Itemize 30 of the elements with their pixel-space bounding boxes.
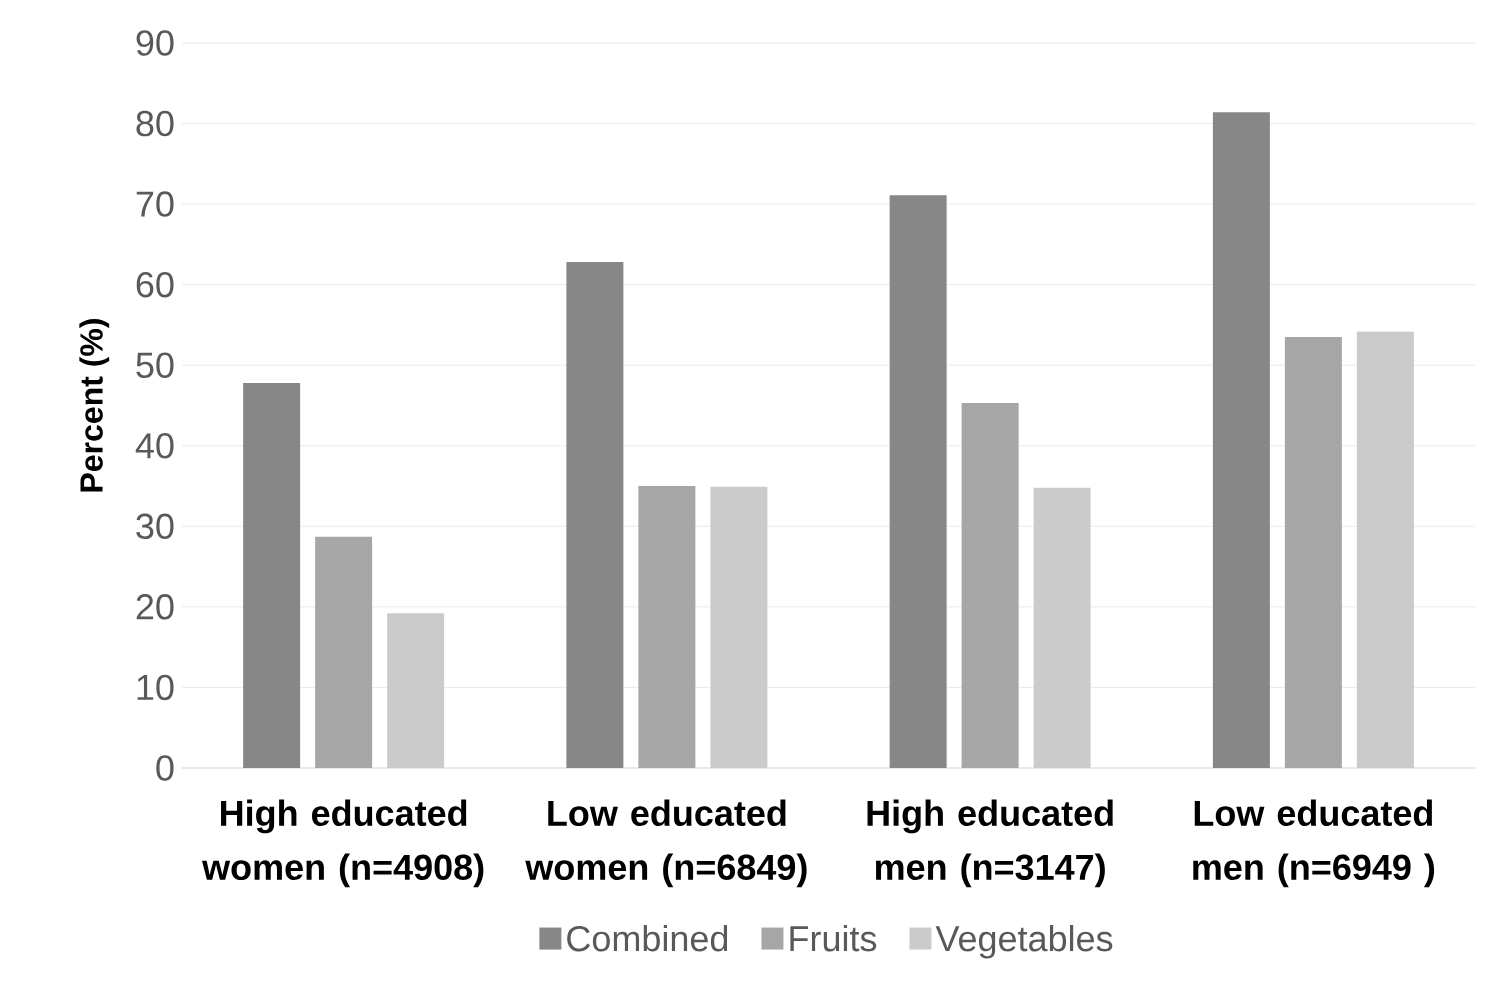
- y-tick-label: 70: [136, 191, 174, 217]
- bar: [638, 486, 696, 768]
- bar: [387, 613, 445, 768]
- y-axis-title: Percent (%): [79, 319, 110, 492]
- bar: [1033, 487, 1091, 768]
- y-tick-label: 60: [136, 271, 174, 298]
- bar: [315, 536, 373, 768]
- bar: [566, 262, 624, 768]
- y-tick-label: 10: [137, 674, 174, 701]
- legend-label: Combined: [567, 925, 728, 952]
- x-tick-label: Low educated men (n=6949 ): [1193, 799, 1435, 888]
- y-tick-label: 50: [136, 352, 174, 378]
- y-tick-label: 20: [136, 594, 174, 620]
- x-tick-label: High educated women (n=4908): [202, 799, 484, 888]
- bar: [1212, 112, 1270, 768]
- y-tick-label: 90: [136, 30, 174, 56]
- x-tick-label: High educated men (n=3147): [867, 799, 1113, 888]
- bar: [961, 403, 1019, 768]
- bar: [243, 382, 301, 768]
- bar: [1356, 331, 1414, 768]
- legend-label: Vegetables: [935, 925, 1113, 959]
- y-tick-label: 30: [136, 513, 174, 540]
- y-tick-label: 0: [156, 755, 174, 781]
- bar: [889, 195, 947, 768]
- bar: [710, 486, 768, 768]
- bar: [1284, 337, 1342, 768]
- x-tick-label: Low educated women (n=6849): [525, 799, 807, 888]
- y-tick-label: 80: [136, 110, 174, 137]
- legend-label: Fruits: [790, 925, 877, 952]
- y-tick-label: 40: [135, 433, 174, 459]
